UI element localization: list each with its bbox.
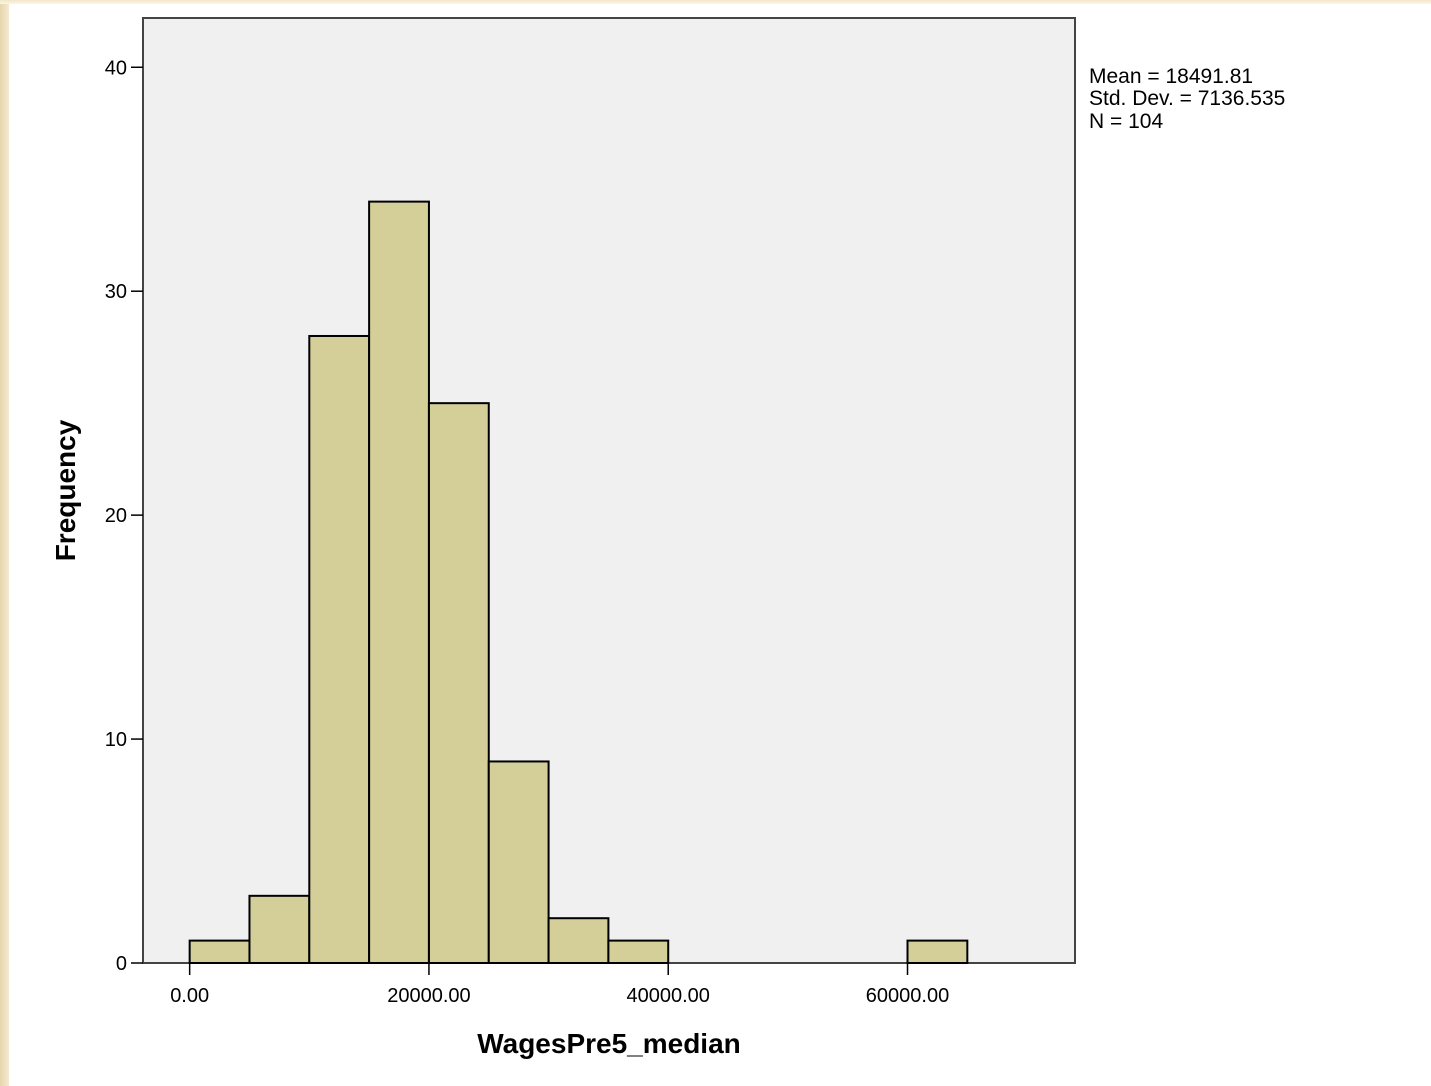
frame-left-border bbox=[0, 0, 9, 1086]
histogram-bar bbox=[188, 939, 251, 964]
histogram-bar bbox=[368, 200, 430, 964]
y-tick-label: 10 bbox=[105, 729, 127, 751]
x-tick-label: 0.00 bbox=[170, 985, 209, 1007]
histogram-bar bbox=[427, 402, 490, 964]
histogram-bar bbox=[906, 939, 969, 964]
histogram-bar bbox=[487, 760, 550, 964]
histogram-bar bbox=[607, 939, 670, 964]
y-tick-label: 40 bbox=[105, 57, 127, 79]
x-axis-title: WagesPre5_median bbox=[477, 1028, 741, 1059]
stat-mean: Mean = 18491.81 bbox=[1089, 65, 1253, 88]
x-tick-label: 60000.00 bbox=[866, 985, 949, 1007]
y-tick-label: 20 bbox=[105, 505, 127, 527]
plot-area bbox=[142, 17, 1076, 964]
y-axis-title: Frequency bbox=[50, 419, 81, 561]
stat-n: N = 104 bbox=[1089, 110, 1163, 133]
x-tick-label: 20000.00 bbox=[387, 985, 470, 1007]
x-tick-label: 40000.00 bbox=[627, 985, 710, 1007]
y-tick-label: 30 bbox=[105, 281, 127, 303]
stat-std-dev: Std. Dev. = 7136.535 bbox=[1089, 87, 1285, 110]
histogram-bar bbox=[248, 894, 311, 964]
histogram-bar bbox=[308, 334, 371, 964]
histogram-bar bbox=[547, 917, 610, 964]
frame-top-border bbox=[0, 0, 1431, 4]
y-tick-label: 0 bbox=[116, 953, 127, 975]
